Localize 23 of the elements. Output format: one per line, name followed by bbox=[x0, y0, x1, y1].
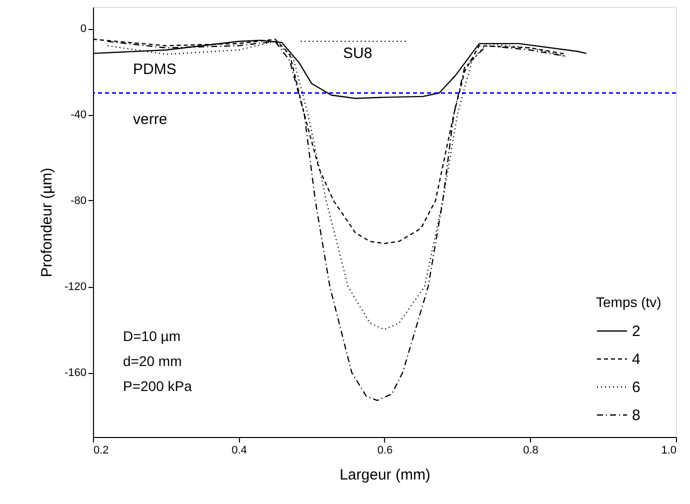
x-tick-label: 0.2 bbox=[94, 444, 109, 456]
x-tick-label: 0.8 bbox=[523, 444, 538, 456]
y-tick-label: -40 bbox=[70, 109, 86, 121]
legend-title: Temps (tv) bbox=[596, 294, 662, 310]
annotation: PDMS bbox=[133, 61, 176, 78]
annotation: D=10 µm bbox=[123, 328, 180, 344]
x-tick-label: 0.6 bbox=[377, 444, 393, 456]
y-tick-label: -120 bbox=[64, 281, 86, 293]
x-axis-title: Largeur (mm) bbox=[340, 466, 430, 484]
legend-label: 8 bbox=[632, 407, 640, 424]
annotation: d=20 mm bbox=[123, 353, 182, 369]
annotation: P=200 kPa bbox=[123, 378, 192, 394]
annotation: SU8 bbox=[343, 45, 372, 62]
y-tick-label: -160 bbox=[64, 367, 86, 379]
x-tick-label: 0.4 bbox=[232, 444, 247, 456]
x-tick-label: 1.0 bbox=[661, 444, 676, 456]
y-axis-title: Profondeur (µm) bbox=[38, 168, 56, 278]
legend-label: 4 bbox=[632, 351, 640, 368]
legend-label: 6 bbox=[632, 379, 640, 396]
legend-label: 2 bbox=[632, 323, 640, 340]
y-tick-label: -80 bbox=[70, 195, 86, 207]
y-tick-label: 0 bbox=[80, 23, 86, 35]
annotation: verre bbox=[133, 111, 168, 128]
